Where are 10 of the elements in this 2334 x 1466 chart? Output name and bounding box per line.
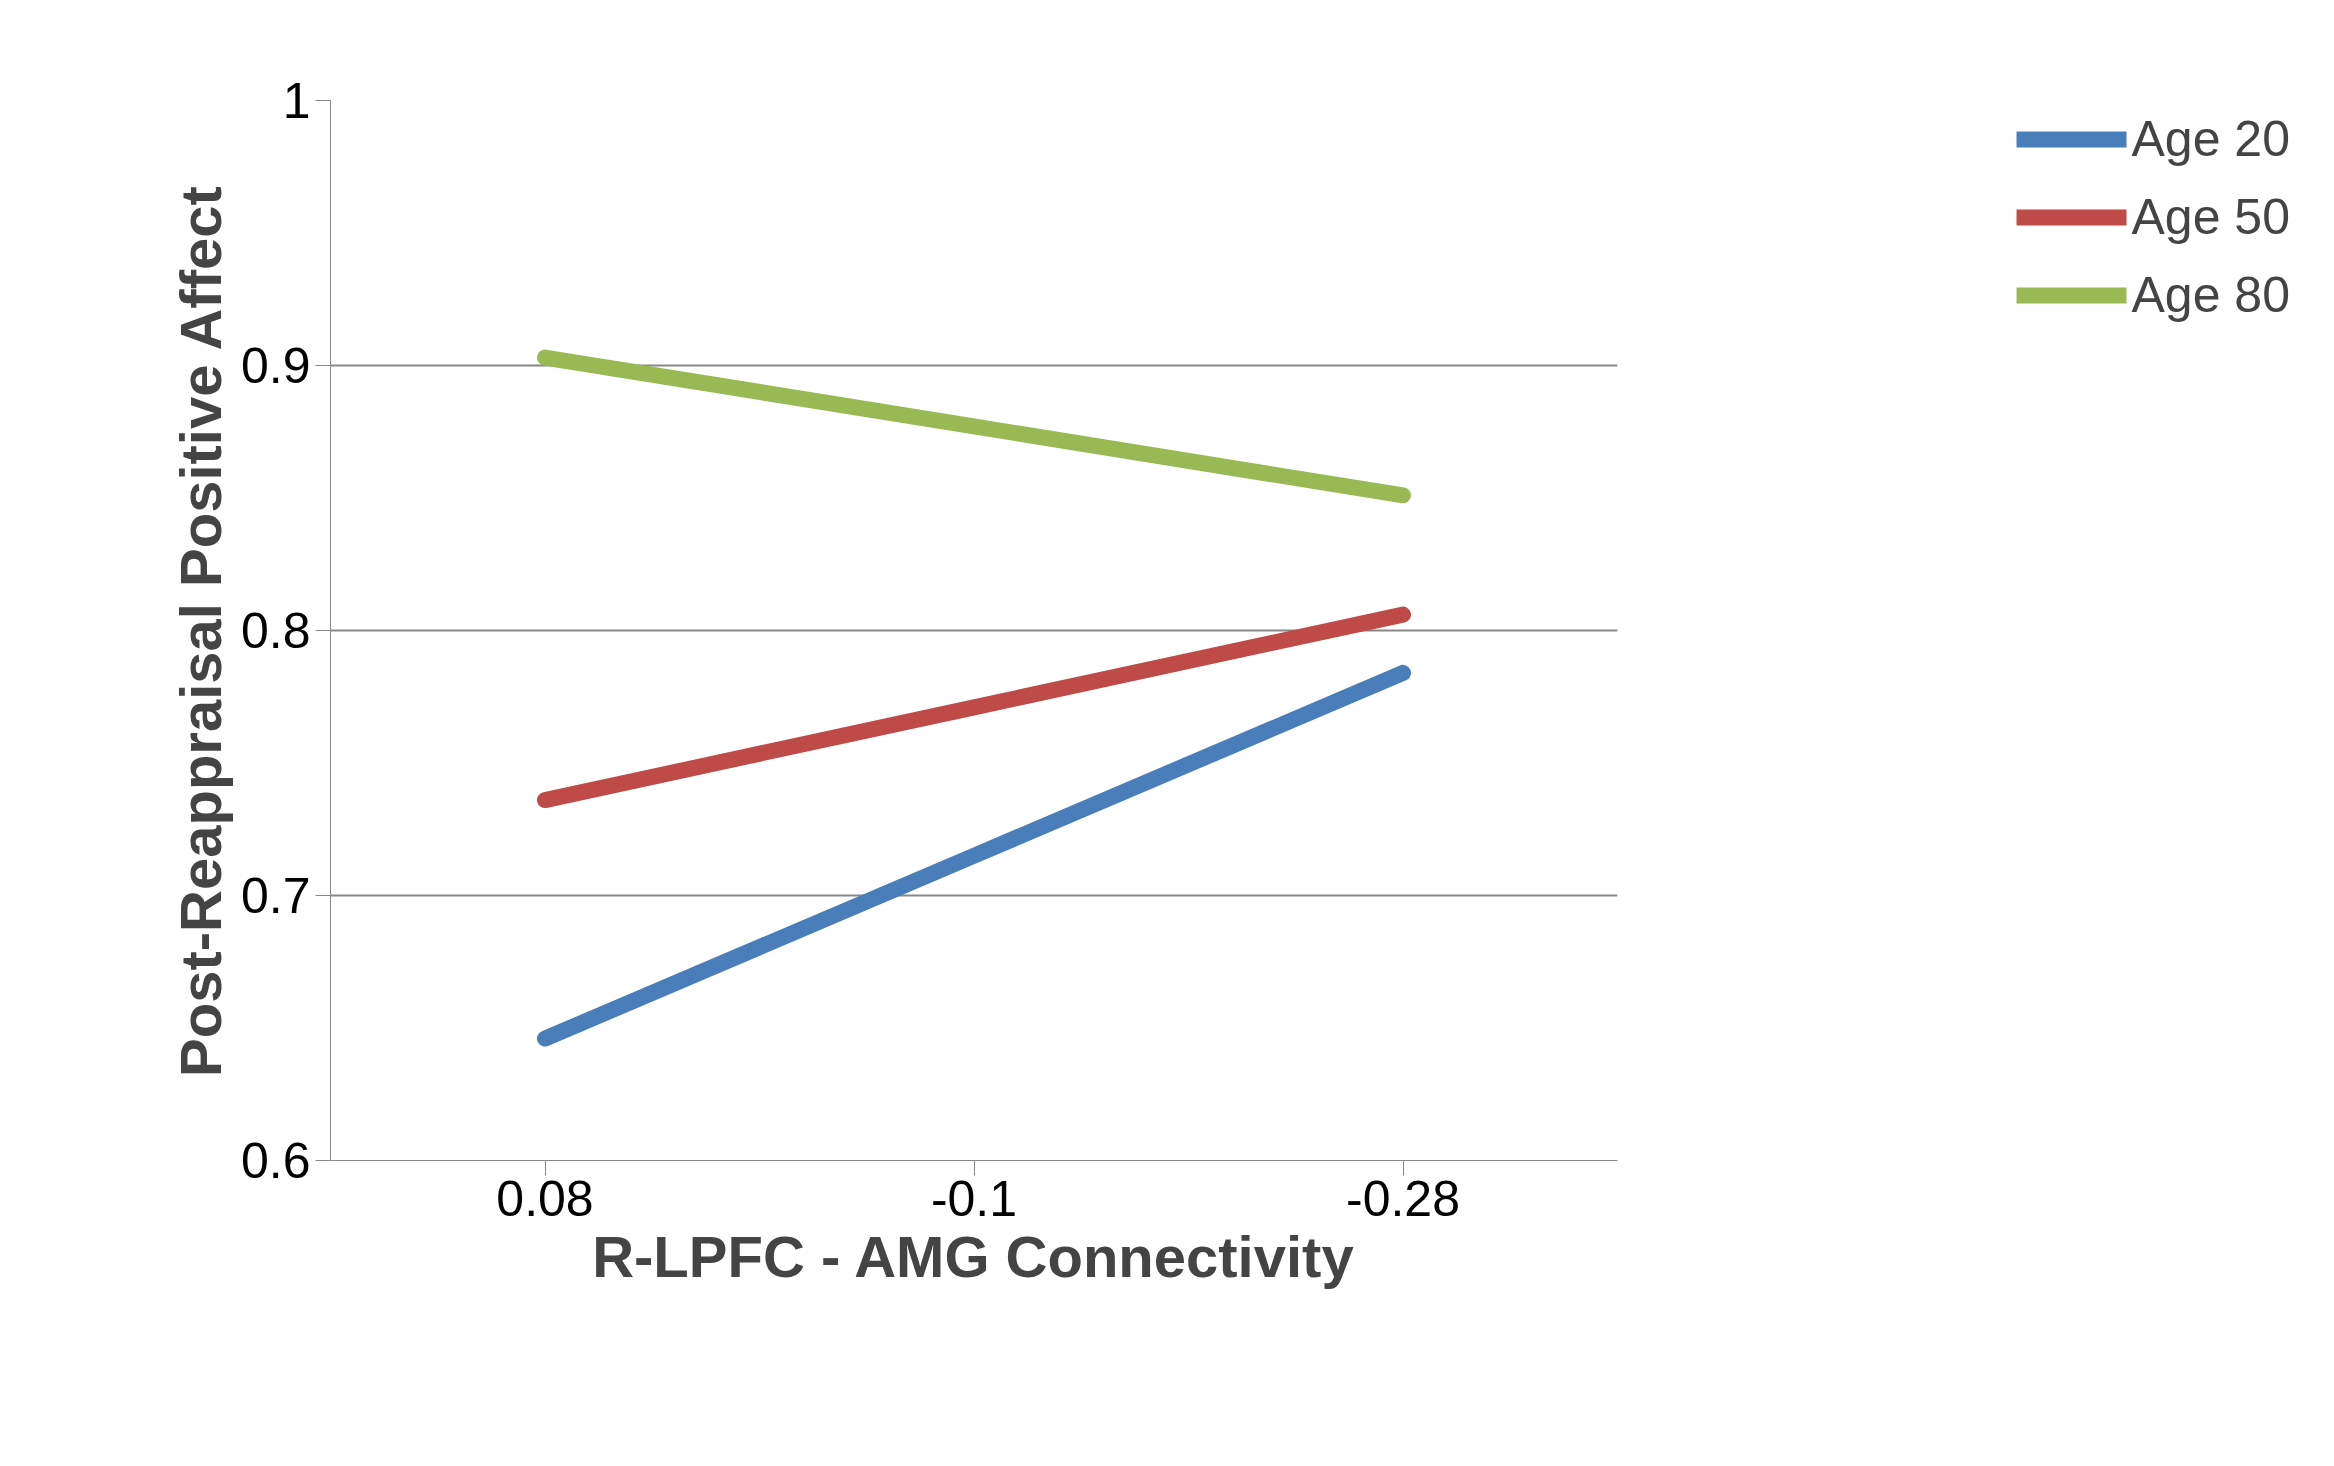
y-tick-label: 0.9	[240, 338, 311, 394]
legend-label: Age 20	[2131, 110, 2290, 168]
y-tick-label: 1	[282, 73, 311, 129]
y-axis-title: Post-Reappraisal Positive Affect	[167, 186, 233, 1077]
x-tick-label: 0.08	[496, 1170, 594, 1227]
y-tick-label: 0.7	[240, 868, 311, 924]
legend-label: Age 50	[2131, 188, 2290, 246]
legend-label: Age 80	[2131, 266, 2290, 324]
y-tick-label: 0.6	[240, 1133, 311, 1189]
y-tick-label: 0.8	[240, 603, 311, 659]
